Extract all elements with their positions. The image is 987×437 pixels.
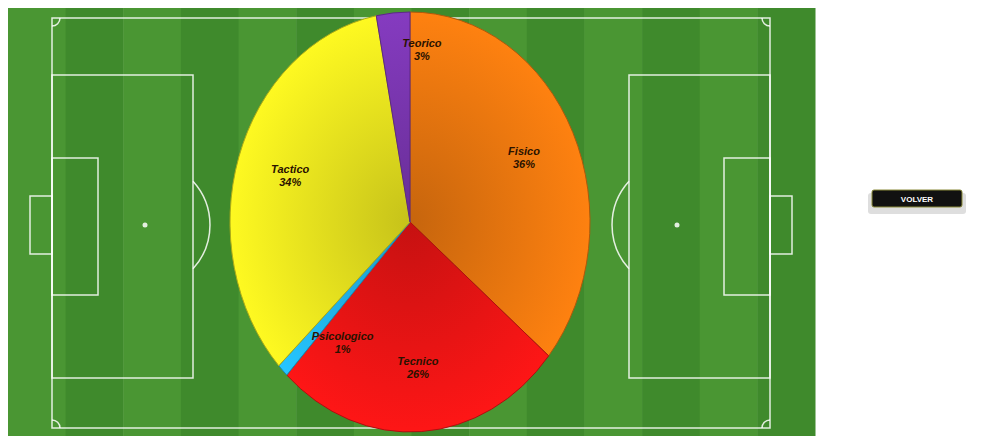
- field-spot: [675, 223, 680, 228]
- data-labels: Fisico36%Tecnico26%Psicologico1%Tactico3…: [271, 37, 540, 380]
- volver-button[interactable]: VOLVER: [868, 190, 966, 214]
- field-stripe: [8, 8, 66, 436]
- pie-slice: [230, 16, 410, 366]
- pie: [230, 12, 590, 432]
- field-line: [629, 75, 770, 378]
- slice-name: Teorico: [402, 37, 442, 49]
- slice-name: Tactico: [271, 163, 309, 175]
- field-line: [612, 181, 629, 269]
- field-stripe: [584, 8, 642, 436]
- slice-value: 1%: [335, 343, 351, 355]
- field-stripe: [642, 8, 700, 436]
- button-body[interactable]: [872, 190, 962, 207]
- slice-name: Fisico: [508, 145, 540, 157]
- slice-label: Teorico3%: [402, 37, 442, 62]
- field-stripe: [123, 8, 181, 436]
- slice-name: Tecnico: [397, 355, 438, 367]
- field: [8, 8, 816, 436]
- field-stripe: [66, 8, 124, 436]
- slice-label: Tecnico26%: [397, 355, 438, 380]
- slice-label: Tactico34%: [271, 163, 309, 188]
- slice-value: 26%: [406, 368, 429, 380]
- field-stripe: [700, 8, 758, 436]
- field-line: [52, 75, 193, 378]
- field-line: [724, 158, 770, 295]
- chart-canvas: Fisico36%Tecnico26%Psicologico1%Tactico3…: [0, 0, 987, 437]
- field-stripe: [757, 8, 815, 436]
- field-line: [30, 196, 52, 254]
- slice-label: Psicologico1%: [312, 330, 374, 355]
- field-line: [193, 181, 210, 269]
- field-line: [52, 158, 98, 295]
- slice-label: Fisico36%: [508, 145, 540, 170]
- field-spot: [143, 223, 148, 228]
- slice-value: 36%: [513, 158, 535, 170]
- slice-value: 34%: [279, 176, 301, 188]
- button-label[interactable]: VOLVER: [901, 195, 934, 204]
- slice-name: Psicologico: [312, 330, 374, 342]
- field-line: [770, 196, 792, 254]
- slice-value: 3%: [414, 50, 430, 62]
